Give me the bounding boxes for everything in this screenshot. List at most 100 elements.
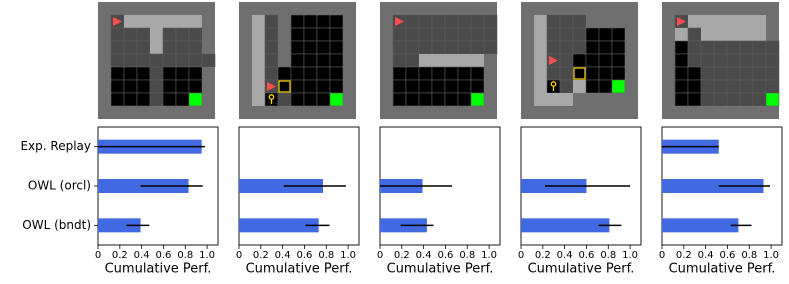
grid-cell bbox=[175, 27, 190, 42]
y-tick-label: Exp. Replay bbox=[20, 139, 91, 153]
grid-cell bbox=[202, 2, 215, 15]
grid-cell bbox=[188, 66, 203, 81]
grid-cell bbox=[674, 40, 689, 55]
grid-cell bbox=[252, 28, 265, 41]
grid-cell bbox=[701, 28, 714, 41]
grid-cell bbox=[674, 79, 689, 94]
bar bbox=[239, 218, 319, 233]
grid-cell bbox=[471, 54, 484, 67]
grid-cell bbox=[316, 14, 331, 29]
grid-cell bbox=[470, 92, 485, 107]
grid-cell bbox=[278, 41, 291, 54]
grid-cell bbox=[175, 40, 190, 55]
grid-cell bbox=[445, 106, 458, 119]
grid-cell bbox=[290, 66, 305, 81]
grid-cell bbox=[560, 93, 573, 106]
grid-cell bbox=[175, 79, 190, 94]
grid-cell bbox=[202, 106, 215, 119]
x-tick-label: 0.6 bbox=[720, 250, 736, 261]
grid-cell bbox=[471, 2, 484, 15]
grid-cell bbox=[726, 92, 741, 107]
grid-cell bbox=[303, 27, 318, 42]
grid-cell bbox=[98, 41, 111, 54]
grid-cell bbox=[405, 66, 420, 81]
grid-cell bbox=[752, 40, 767, 55]
grid-cell bbox=[98, 28, 111, 41]
grid-cell bbox=[572, 66, 587, 81]
grid-cell bbox=[687, 27, 702, 42]
grid-cell bbox=[470, 14, 485, 29]
grid-cell bbox=[111, 2, 124, 15]
grid-cell bbox=[573, 93, 586, 106]
x-tick-label: 0.8 bbox=[459, 250, 475, 261]
grid-cell bbox=[701, 15, 714, 28]
grid-cell bbox=[162, 79, 177, 94]
grid-cell bbox=[625, 54, 638, 67]
grid-cell bbox=[317, 106, 330, 119]
grid-cell bbox=[753, 28, 766, 41]
grid-cell bbox=[625, 106, 638, 119]
grid-cell bbox=[612, 93, 625, 106]
agent bbox=[677, 17, 686, 26]
grid-cell bbox=[687, 79, 702, 94]
grid-cell bbox=[688, 2, 701, 15]
grid-cell bbox=[572, 14, 587, 29]
grid-cell bbox=[599, 106, 612, 119]
grid-cell bbox=[483, 27, 498, 42]
grid-cell bbox=[740, 106, 753, 119]
grid-cell bbox=[239, 2, 252, 15]
grid-cell bbox=[123, 79, 138, 94]
grid-cell bbox=[662, 15, 675, 28]
grid-cell bbox=[612, 15, 625, 28]
grid-cell bbox=[586, 106, 599, 119]
x-tick-label: 0.8 bbox=[318, 250, 334, 261]
grid-cell bbox=[176, 15, 189, 28]
grid-cell bbox=[727, 106, 740, 119]
grid-cell bbox=[599, 15, 612, 28]
x-tick-label: 0.2 bbox=[535, 250, 551, 261]
grid-cell bbox=[688, 15, 701, 28]
x-tick-label: 0.4 bbox=[134, 250, 150, 261]
grid-cell bbox=[714, 28, 727, 41]
grid-cell bbox=[432, 2, 445, 15]
grid-cell bbox=[559, 79, 574, 94]
y-tick-label: OWL (bndt) bbox=[22, 218, 91, 232]
grid-cell bbox=[239, 28, 252, 41]
grid-cell bbox=[380, 106, 393, 119]
grid-cell bbox=[162, 53, 177, 68]
grid-cell bbox=[329, 40, 344, 55]
grid-cell bbox=[343, 93, 356, 106]
grid-cell bbox=[457, 27, 472, 42]
grid-cell bbox=[431, 27, 446, 42]
grid-cell bbox=[585, 40, 600, 55]
grid-cell bbox=[239, 54, 252, 67]
x-tick-label: 0.4 bbox=[416, 250, 432, 261]
grid-cell bbox=[611, 53, 626, 68]
grid-cell bbox=[470, 40, 485, 55]
grid-cell bbox=[123, 92, 138, 107]
x-axis-label: Cumulative Perf. bbox=[246, 262, 353, 277]
grid-cell bbox=[239, 93, 252, 106]
grid-cell bbox=[662, 2, 675, 15]
grid-cell bbox=[726, 40, 741, 55]
x-tick-label: 1.0 bbox=[199, 250, 215, 261]
grid-cell bbox=[444, 27, 459, 42]
grid-cell bbox=[98, 2, 111, 15]
grid-cell bbox=[202, 80, 215, 93]
grid-cell bbox=[546, 14, 561, 29]
grid-cell bbox=[264, 66, 279, 81]
grid-cell bbox=[316, 53, 331, 68]
grid-cell bbox=[739, 53, 754, 68]
grid-cell bbox=[405, 53, 420, 68]
grid-cell bbox=[534, 93, 547, 106]
grid-cell bbox=[189, 15, 202, 28]
grid-cell bbox=[136, 66, 151, 81]
grid-cell bbox=[739, 92, 754, 107]
grid-cell bbox=[124, 15, 137, 28]
x-tick-label: 1.0 bbox=[622, 250, 638, 261]
grid-cell bbox=[675, 28, 688, 41]
grid-cell bbox=[625, 80, 638, 93]
grid-cell bbox=[726, 53, 741, 68]
grid-cell bbox=[202, 15, 215, 28]
grid-cell bbox=[405, 40, 420, 55]
